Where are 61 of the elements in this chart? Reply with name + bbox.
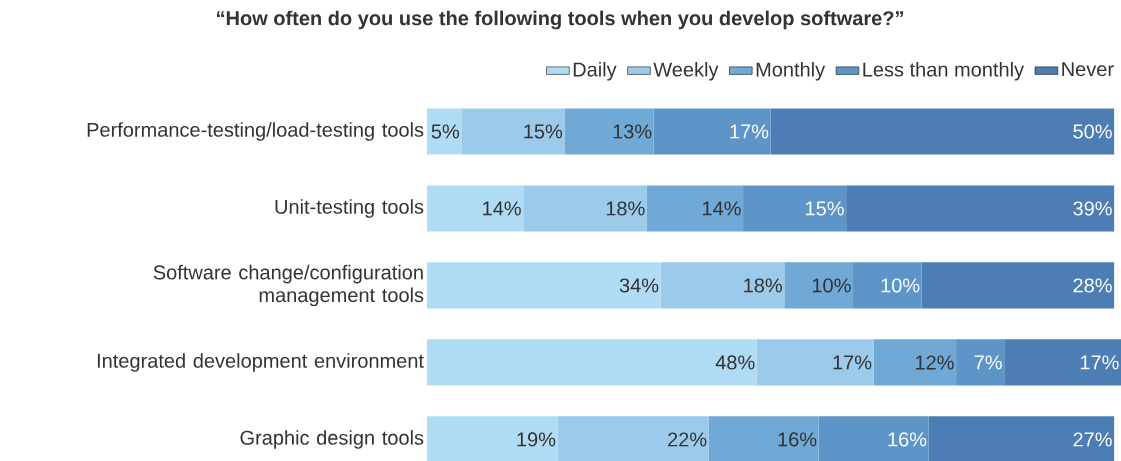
data-label: 5%: [431, 124, 460, 139]
data-label: 28%: [1073, 278, 1112, 293]
data-label: 14%: [483, 201, 521, 216]
legend-label: Less than monthly: [863, 61, 1025, 81]
bar: [756, 339, 874, 386]
data-label: 22%: [668, 432, 707, 447]
legend-label: Monthly: [756, 61, 826, 81]
bar: [427, 108, 462, 155]
data-label: 50%: [1073, 124, 1112, 139]
data-label: 18%: [744, 278, 782, 293]
y-tick-label: Graphic design tools: [240, 430, 424, 449]
bar: [818, 416, 929, 461]
bar: [427, 262, 661, 309]
bar: [853, 262, 922, 309]
data-label: 27%: [1073, 432, 1112, 447]
data-label: 17%: [833, 355, 872, 370]
legend-label: Daily: [573, 61, 617, 81]
data-label: 10%: [812, 278, 851, 293]
bar: [708, 416, 819, 461]
bar: [461, 108, 565, 155]
data-label: 14%: [702, 201, 741, 216]
y-tick-label: Unit-testing tools: [275, 199, 424, 218]
data-label: 7%: [974, 355, 1002, 370]
bar: [660, 262, 785, 309]
bar: [1004, 339, 1121, 386]
data-label: 15%: [806, 201, 844, 216]
bar: [427, 416, 558, 461]
data-label: 34%: [619, 278, 659, 293]
chart-title: “How often do you use the following tools when you develop software?”: [217, 10, 904, 30]
bar: [928, 416, 1115, 461]
data-label: 39%: [1073, 201, 1112, 216]
data-label: 15%: [524, 124, 563, 139]
y-tick-label: Software change/configuration management tools: [153, 264, 424, 307]
bar: [770, 108, 1115, 155]
data-label: 12%: [916, 355, 954, 370]
bar: [427, 185, 524, 232]
bar: [873, 339, 957, 386]
bar: [653, 108, 771, 155]
data-label: 13%: [613, 124, 652, 139]
data-label: 16%: [888, 432, 927, 447]
bar: [743, 185, 847, 232]
data-label: 48%: [715, 355, 755, 370]
bar: [427, 339, 757, 386]
bar: [564, 108, 654, 155]
y-tick-label: Integrated development environment: [97, 353, 424, 372]
data-label: 17%: [730, 124, 769, 139]
y-tick-label: Performance-testing/load-testing tools: [87, 122, 424, 141]
data-label: 19%: [517, 432, 556, 447]
bar: [956, 339, 1005, 386]
data-label: 16%: [778, 432, 817, 447]
bar: [846, 185, 1115, 232]
bar: [921, 262, 1115, 309]
data-label: 18%: [606, 201, 645, 216]
bar: [646, 185, 744, 232]
legend-label: Weekly: [653, 61, 719, 81]
data-label: 17%: [1080, 355, 1119, 370]
bar: [523, 185, 647, 232]
legend-label: Never: [1062, 62, 1114, 77]
bar: [557, 416, 709, 461]
data-label: 10%: [881, 278, 920, 293]
bar: [784, 262, 854, 309]
